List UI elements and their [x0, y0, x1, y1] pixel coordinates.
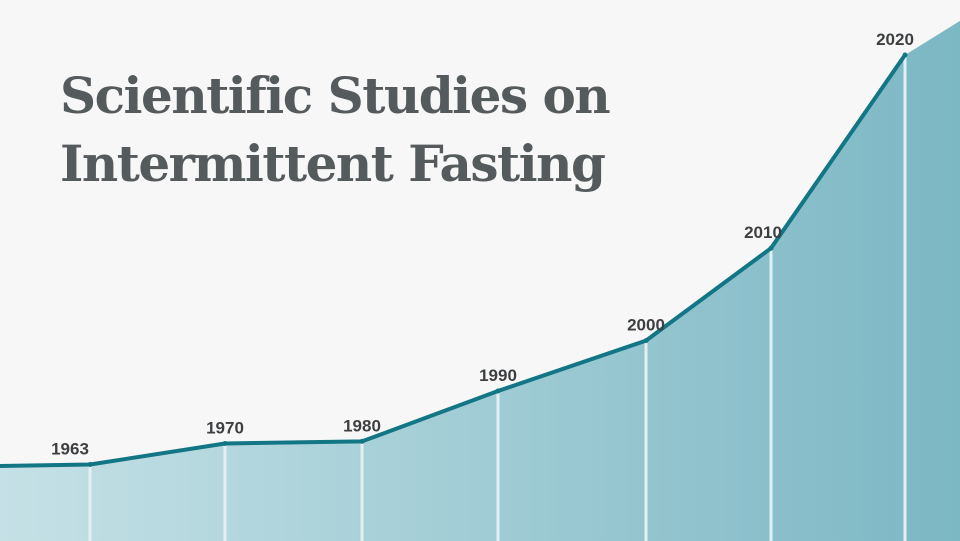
data-point-1990 — [495, 388, 501, 394]
area-fill — [0, 20, 960, 541]
year-label-2020: 2020 — [876, 30, 914, 49]
data-point-2000 — [643, 338, 649, 344]
year-label-1980: 1980 — [343, 416, 381, 435]
year-label-1963: 1963 — [51, 440, 89, 459]
year-label-2000: 2000 — [627, 316, 665, 335]
year-label-1990: 1990 — [479, 366, 517, 385]
chart-title-line-2: Intermittent Fasting — [60, 134, 606, 193]
data-point-1963 — [87, 462, 93, 467]
year-label-1970: 1970 — [206, 419, 244, 438]
year-label-2010: 2010 — [744, 223, 782, 242]
data-point-2020 — [902, 52, 908, 58]
data-point-1980 — [359, 438, 365, 444]
chart-title: Scientific Studies on Intermittent Fasti… — [60, 62, 611, 198]
data-point-2010 — [768, 245, 774, 251]
chart-title-line-1: Scientific Studies on — [60, 66, 611, 125]
series-line — [0, 53, 907, 468]
data-point-1970 — [222, 441, 228, 446]
